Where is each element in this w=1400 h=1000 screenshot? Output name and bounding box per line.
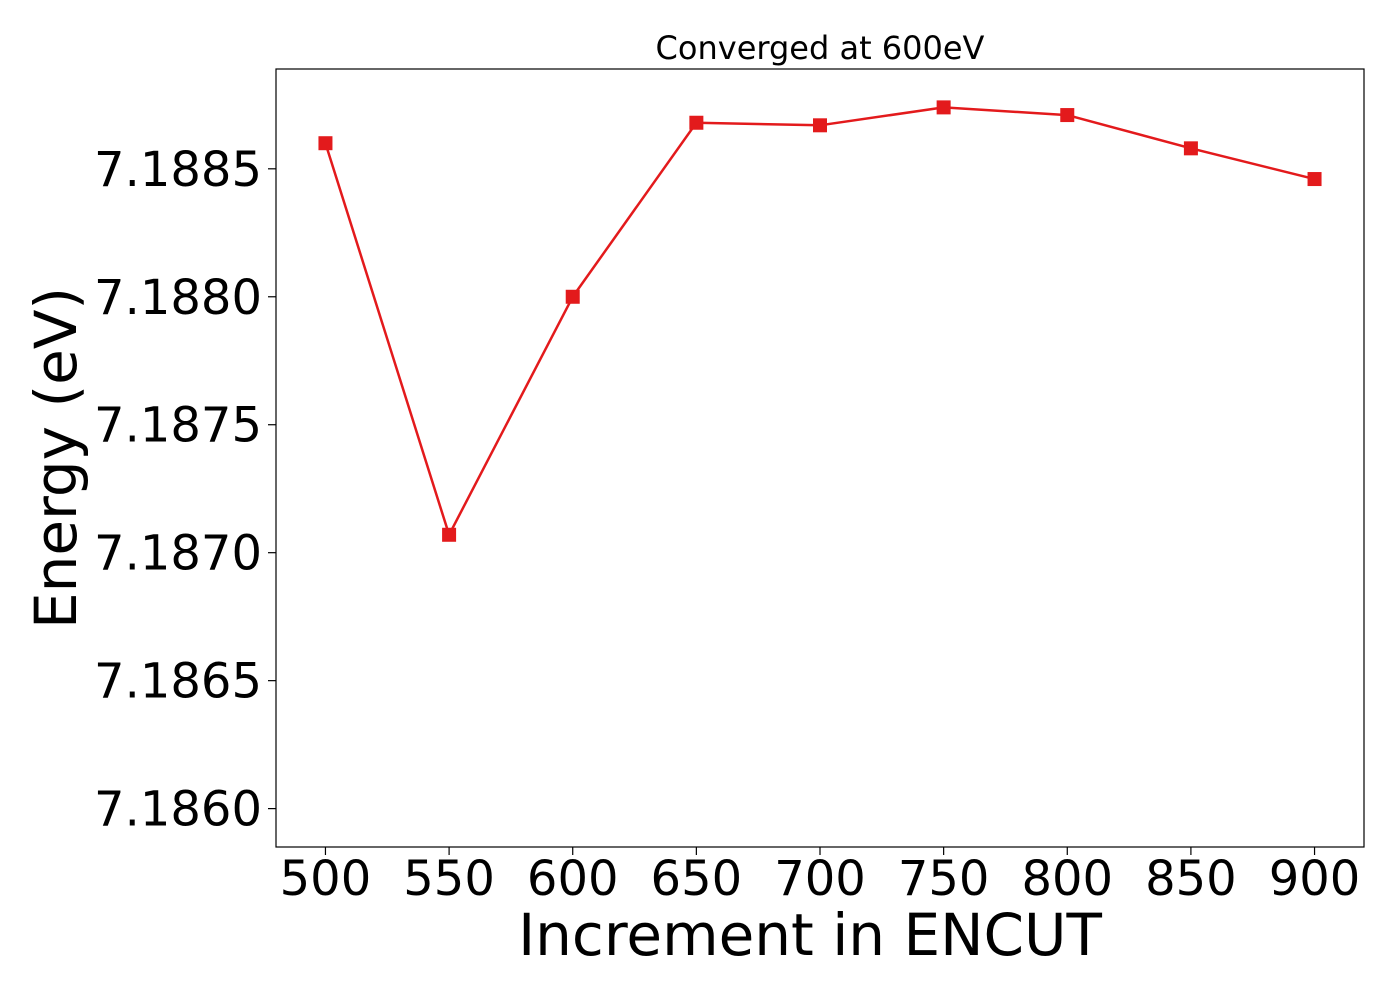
y-tick-label: 7.1865 <box>94 654 262 710</box>
data-point-marker <box>1060 108 1075 123</box>
y-tick-label: 7.1870 <box>94 526 262 582</box>
data-point-marker <box>689 115 704 130</box>
x-tick-label: 700 <box>774 851 866 907</box>
y-tick-label: 7.1875 <box>94 398 262 454</box>
data-point-marker <box>936 100 951 115</box>
data-point-marker <box>1307 172 1322 187</box>
y-axis-label: Energy (eV) <box>22 287 90 629</box>
x-axis-label: Increment in ENCUT <box>518 901 1102 969</box>
y-tick-label: 7.1880 <box>94 270 262 326</box>
x-tick-label: 550 <box>403 851 495 907</box>
plot-area <box>275 68 1365 848</box>
data-point-marker <box>813 118 827 133</box>
x-tick-label: 600 <box>527 851 619 907</box>
data-point-marker <box>1183 141 1198 156</box>
data-point-marker <box>442 527 457 542</box>
data-point-marker <box>565 289 580 304</box>
x-tick-label: 500 <box>280 851 372 907</box>
y-axis: 7.1860 7.1865 7.1870 7.1875 7.1880 7.1885 <box>94 142 276 838</box>
series-layer <box>318 100 1322 542</box>
x-tick-label: 850 <box>1145 851 1237 907</box>
chart-title: Converged at 600eV <box>656 29 985 67</box>
x-tick-label: 650 <box>651 851 743 907</box>
y-tick-label: 7.1860 <box>94 782 262 838</box>
x-tick-label: 750 <box>898 851 990 907</box>
x-axis: 500 550 600 650 700 750 800 850 900 <box>280 847 1361 907</box>
data-point-marker <box>318 136 333 151</box>
x-tick-label: 800 <box>1021 851 1113 907</box>
y-tick-label: 7.1885 <box>94 142 262 198</box>
series-line <box>324 106 1315 537</box>
x-tick-label: 900 <box>1269 851 1361 907</box>
